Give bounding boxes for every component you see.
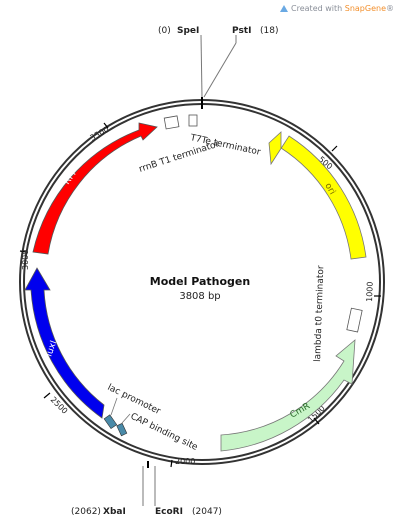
feature-luxi <box>24 267 105 419</box>
site-xbai-name: XbaI <box>103 507 126 517</box>
site-psti-name: PstI <box>232 26 251 36</box>
tick-label-1000: 1000 <box>365 281 375 302</box>
psti-leader <box>203 42 237 98</box>
label-lambda-terminator: lambda t0 terminator <box>313 265 326 362</box>
feature-rfp <box>32 122 158 255</box>
label-rrnb-terminator: rrnB T1 terminator <box>138 139 221 174</box>
site-spei-name: SpeI <box>177 26 199 36</box>
lac-leader <box>110 397 118 416</box>
tick-500 <box>331 145 338 152</box>
feature-ori <box>268 131 367 260</box>
cap-leader <box>121 413 131 424</box>
site-xbai-pos: (2062) <box>71 507 101 517</box>
snapgene-logo-icon <box>280 5 289 12</box>
rrnb-terminator-box <box>163 115 180 130</box>
site-ecori-pos: (2047) <box>192 507 222 517</box>
cap-site-box <box>116 422 128 437</box>
lac-promoter-box <box>103 414 118 430</box>
tick-3500 <box>103 122 109 129</box>
tick-3000 <box>19 250 27 253</box>
tick-2000 <box>170 459 173 468</box>
site-ecori-name: EcoRI <box>155 507 183 517</box>
site-spei-pos: (0) <box>158 26 171 36</box>
plasmid-size: 3808 bp <box>179 291 220 302</box>
lambda-terminator-box <box>346 307 363 333</box>
label-cap-site: CAP binding site <box>129 412 200 453</box>
tick-1500 <box>313 417 320 425</box>
plasmid-name: Model Pathogen <box>150 275 250 288</box>
snapgene-watermark: Created with SnapGene® <box>280 4 394 13</box>
t7te-terminator-box <box>188 114 198 127</box>
tick-label-2000: 2000 <box>175 457 195 466</box>
tick-2500 <box>43 392 51 399</box>
tick-label-3000: 3000 <box>21 250 30 270</box>
feature-cmr <box>220 339 356 452</box>
tick-marks <box>19 122 381 468</box>
spei-leader <box>200 34 203 98</box>
tick-label-3500: 3500 <box>89 125 111 143</box>
site-psti-pos: (18) <box>260 26 278 36</box>
